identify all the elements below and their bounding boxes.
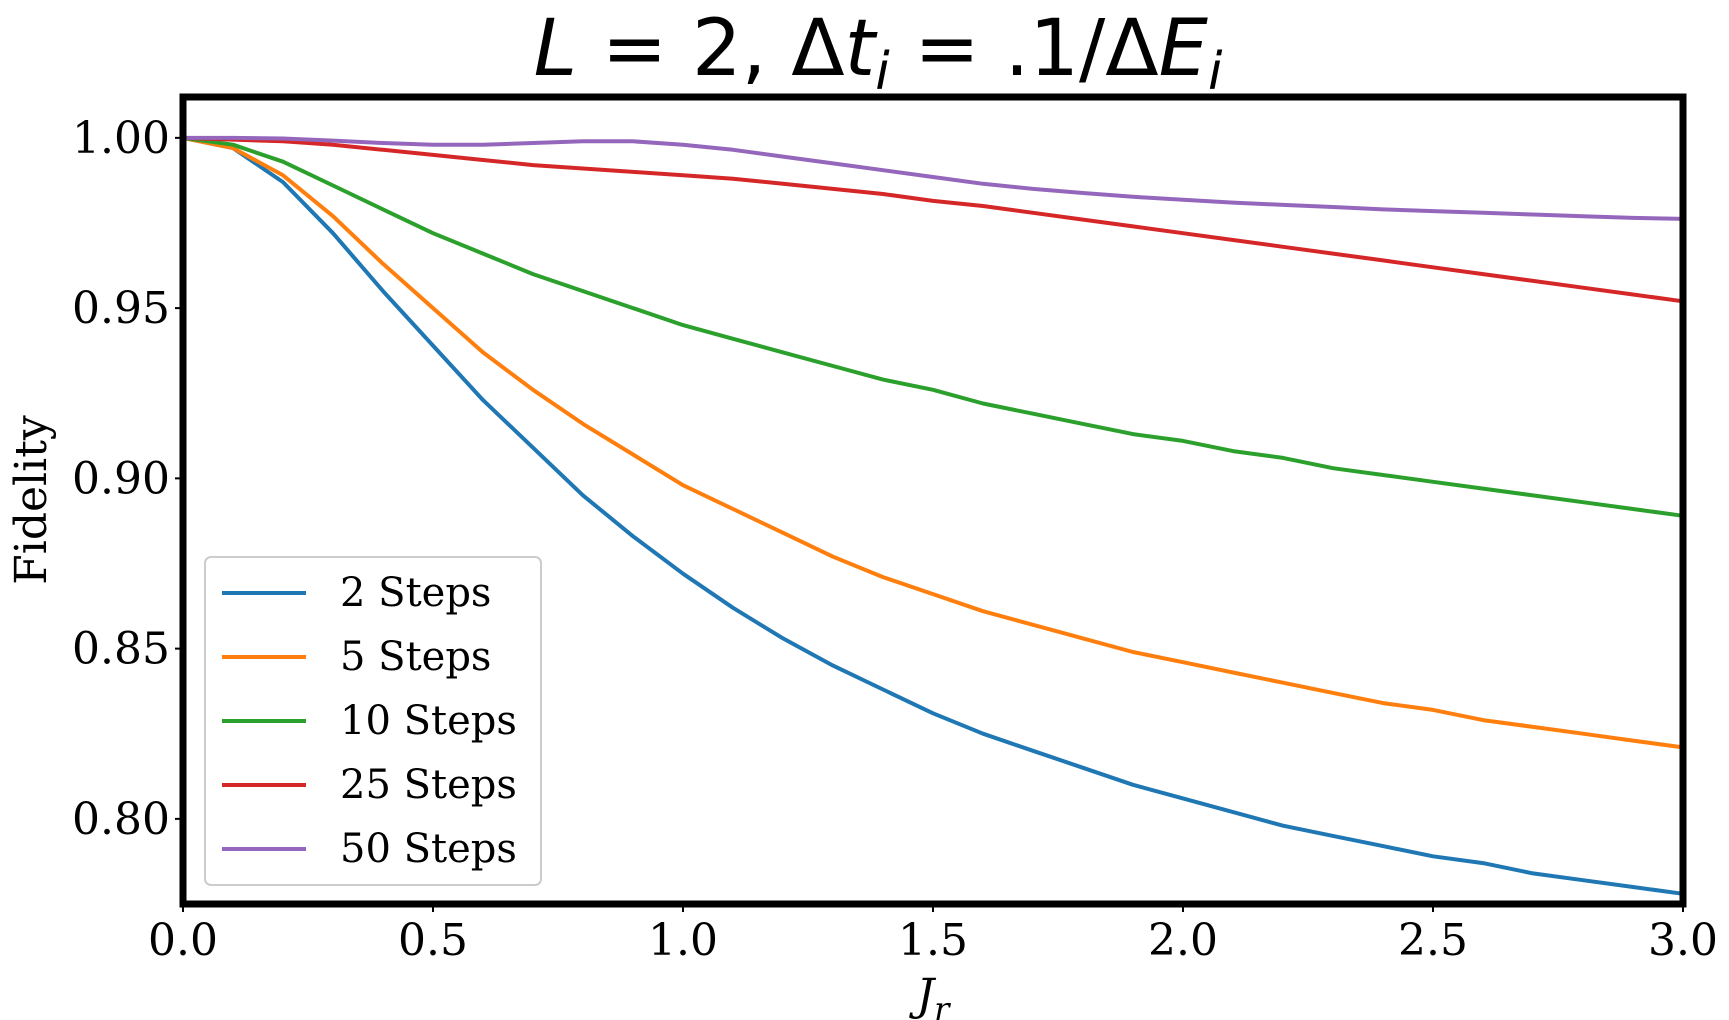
legend-label: 10 Steps	[340, 698, 517, 744]
legend-label: 2 Steps	[340, 570, 491, 616]
legend: 2 Steps 5 Steps 10 Steps 25 Steps 50 Steps	[204, 556, 542, 886]
series-line-2-steps	[182, 135, 1684, 896]
series-line-5-steps	[182, 135, 1684, 750]
y-tick-label: 0.80	[72, 794, 170, 845]
x-axis-ticks: 0.0 0.5 1.0 1.5 2.0 2.5 3.0	[148, 904, 1718, 966]
legend-item: 2 Steps	[222, 570, 491, 616]
x-tick-label: 1.5	[898, 915, 968, 966]
x-tick-label: 0.0	[148, 915, 218, 966]
x-tick-label: 2.5	[1398, 915, 1468, 966]
series-line-50-steps	[183, 135, 1684, 221]
y-tick-label: 1.00	[72, 113, 170, 164]
y-tick-label: 0.90	[72, 453, 170, 504]
legend-label: 50 Steps	[340, 826, 517, 872]
series-line-25-steps	[182, 135, 1684, 304]
chart-title: L = 2, Δti = .1/ΔEi	[534, 4, 1223, 102]
x-tick-label: 1.0	[648, 915, 718, 966]
y-tick-label: 0.85	[72, 624, 170, 675]
x-tick-label: 0.5	[398, 915, 468, 966]
series-line-10-steps	[182, 135, 1684, 518]
legend-label: 25 Steps	[340, 762, 517, 808]
legend-item: 25 Steps	[222, 762, 517, 808]
x-tick-label: 3.0	[1648, 915, 1718, 966]
legend-item: 50 Steps	[222, 826, 517, 872]
legend-box	[204, 556, 542, 886]
x-axis-label: Jr	[909, 970, 952, 1020]
legend-label: 5 Steps	[340, 634, 491, 680]
plot-lines	[182, 135, 1684, 896]
x-tick-label: 2.0	[1148, 915, 1218, 966]
y-axis-ticks: 0.80 0.85 0.90 0.95 1.00	[72, 113, 183, 845]
legend-item: 5 Steps	[222, 634, 491, 680]
y-tick-label: 0.95	[72, 283, 170, 334]
legend-item: 10 Steps	[222, 698, 517, 744]
y-axis-label: Fidelity	[6, 415, 57, 585]
